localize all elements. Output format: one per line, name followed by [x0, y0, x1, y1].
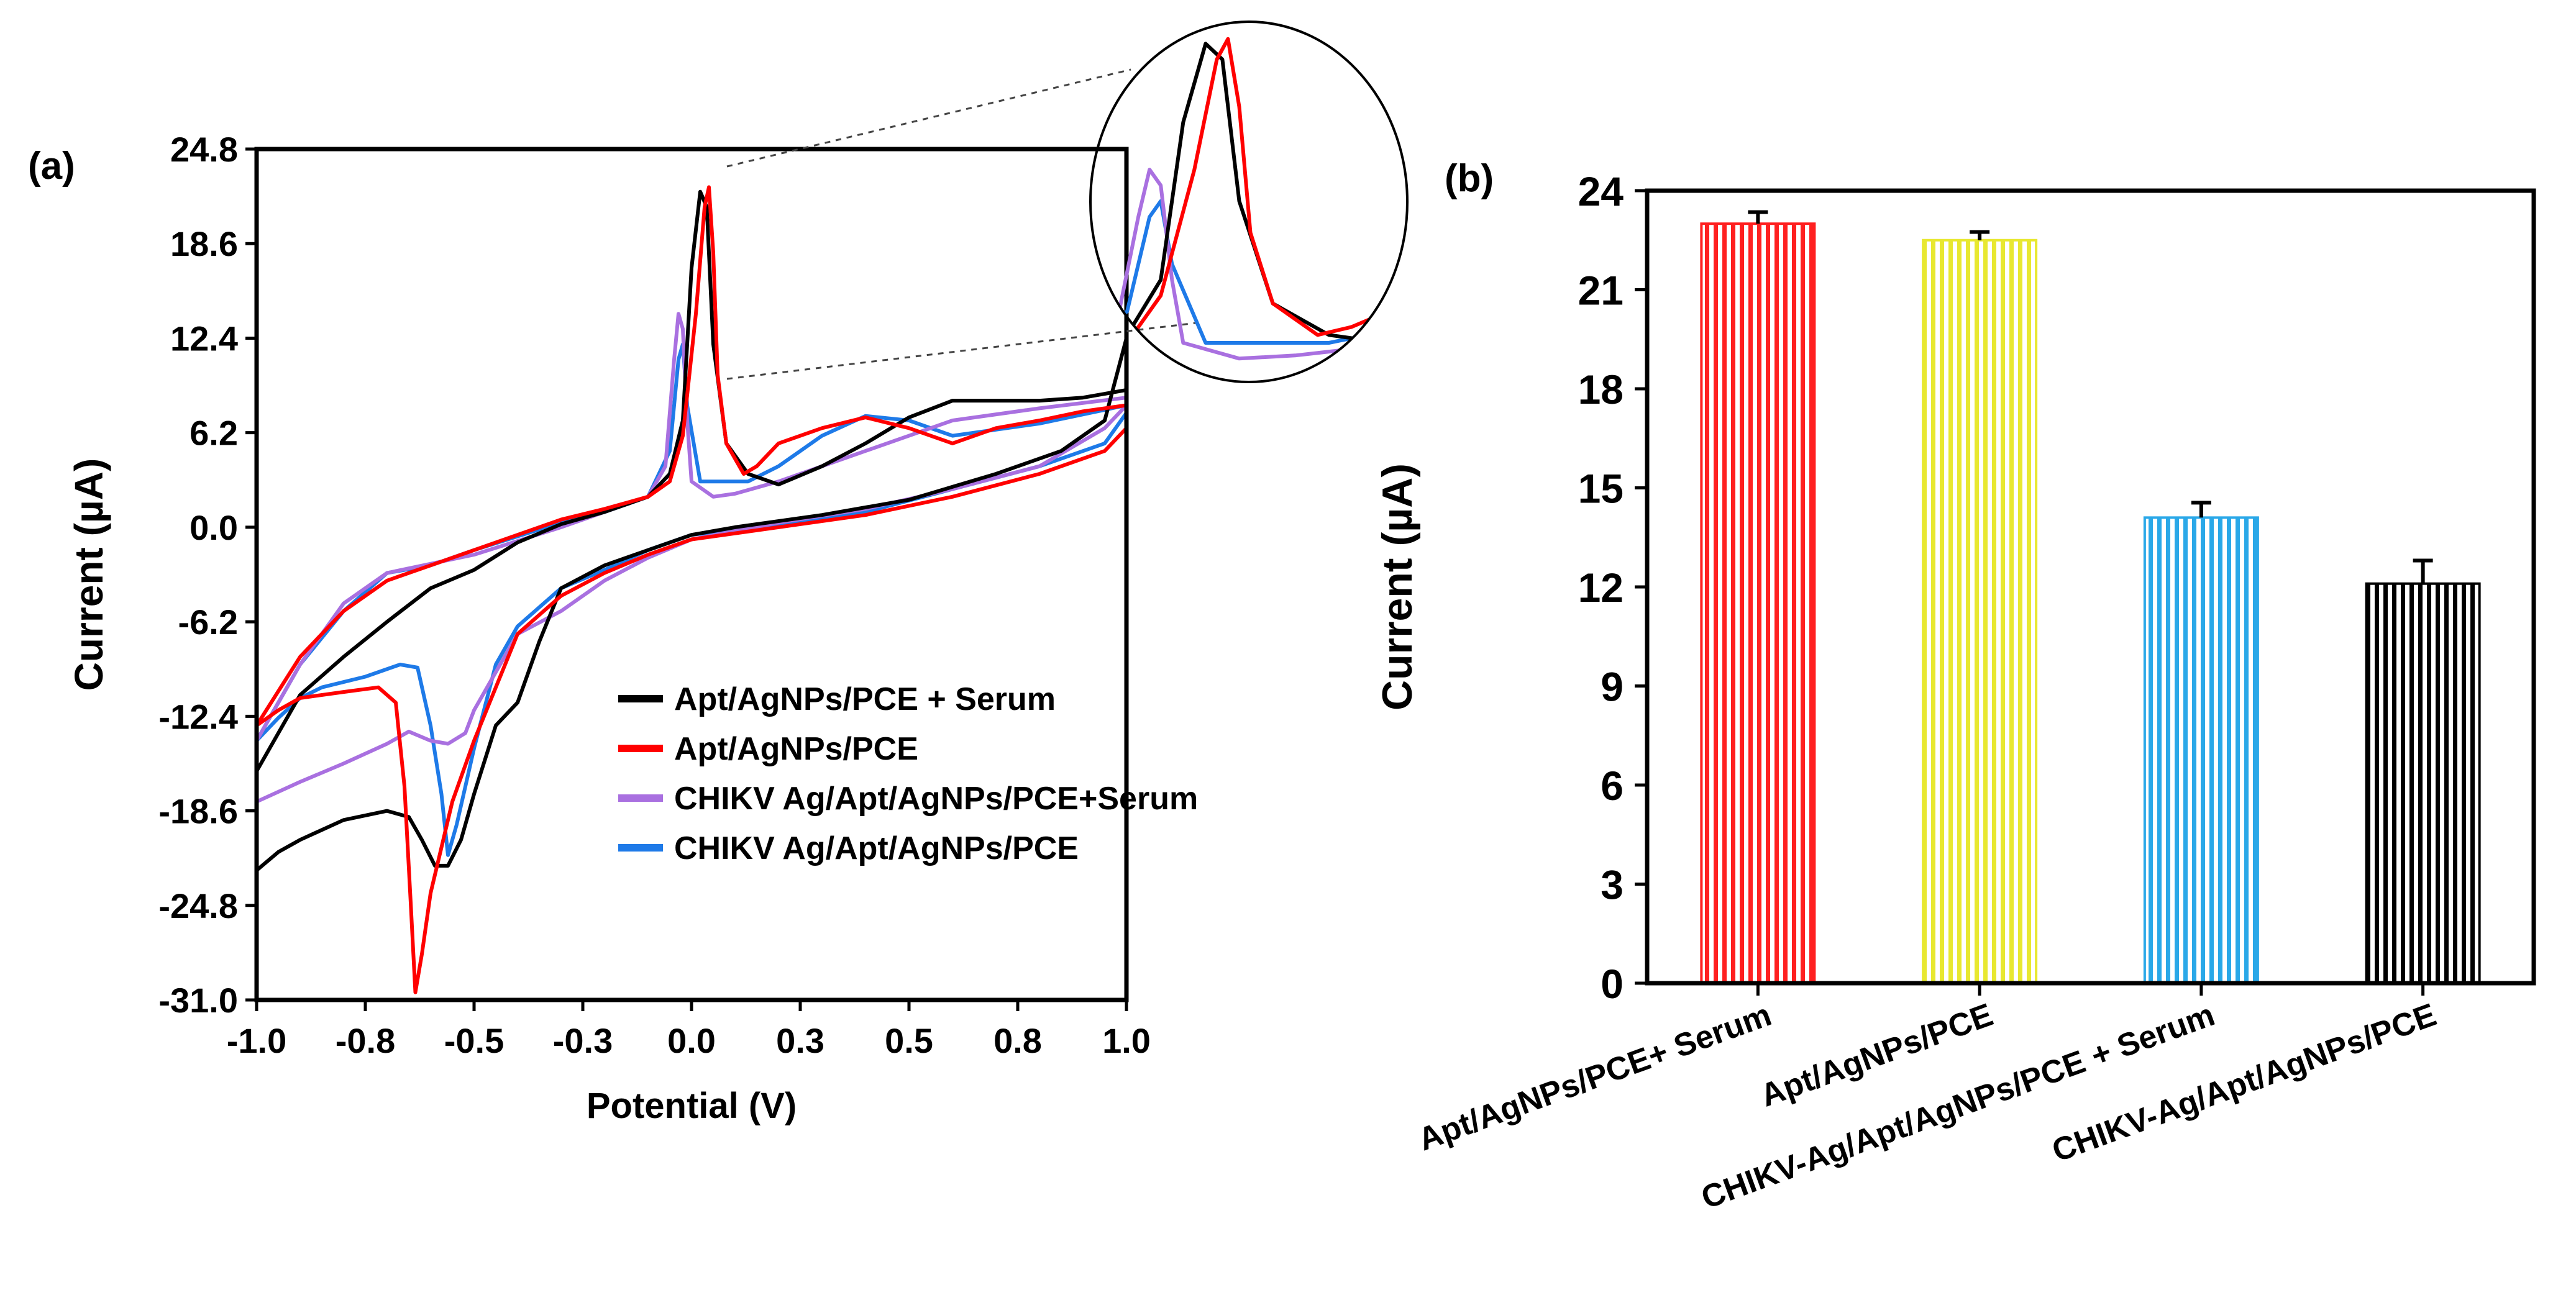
panel-a-xtick-label: 1.0	[1102, 1021, 1151, 1060]
panel-a-xtick-label: 0.0	[667, 1021, 716, 1060]
bar-1	[1922, 238, 2038, 984]
panel-a-ytick-label: -18.6	[158, 792, 238, 831]
inset-circle	[1089, 20, 1409, 383]
bar-3	[2365, 582, 2481, 984]
panel-b-ytick-label: 15	[1578, 466, 1624, 512]
panel-a-xtick-label: -0.3	[553, 1021, 613, 1060]
cv-curve-2	[255, 312, 1128, 804]
panel-a-ytick-label: 18.6	[170, 224, 238, 263]
panel-b-ytick-label: 21	[1578, 268, 1624, 314]
panel-a-xtick-label: -0.5	[444, 1021, 505, 1060]
panel-a-ytick-label: -6.2	[178, 602, 239, 642]
panel-a-ytick-label: 24.8	[170, 130, 238, 169]
panel-a-ytick-label: -31.0	[158, 981, 238, 1020]
panel-a-ytick-label: -12.4	[158, 697, 238, 736]
panel-b-label: (b)	[1445, 157, 1494, 200]
inset-curve-2	[1090, 168, 1407, 382]
panel-a-ylabel: Current (µA)	[66, 458, 111, 691]
panel-a-ytick-label: -24.8	[158, 886, 238, 925]
panel-b-ytick-label: 12	[1578, 565, 1624, 611]
panel-a-ytick-label: 6.2	[190, 414, 238, 453]
panel-a-xlabel: Potential (V)	[587, 1086, 797, 1126]
bar-label-0: Apt/AgNPs/PCE+ Serum	[1414, 997, 1776, 1158]
legend-label-1: Apt/AgNPs/PCE	[674, 731, 918, 767]
inset-curve-0	[1090, 42, 1407, 382]
panel-a-inset	[726, 20, 1409, 383]
panel-a-xtick-label: 0.5	[885, 1021, 933, 1060]
cv-curve-0	[255, 189, 1128, 872]
panel-a-xtick-label: -1.0	[227, 1021, 287, 1060]
panel-b-ytick-label: 18	[1578, 366, 1624, 412]
legend-label-0: Apt/AgNPs/PCE + Serum	[674, 681, 1056, 717]
panel-a-ytick-label: 0.0	[190, 508, 238, 547]
inset-curve-1	[1090, 37, 1407, 382]
bar-label-3: CHIKV-Ag/Apt/AgNPs/PCE	[2047, 997, 2441, 1170]
panel-b-frame	[1645, 188, 2536, 986]
panel-a-xtick-label: -0.8	[336, 1021, 396, 1060]
legend-label-3: CHIKV Ag/Apt/AgNPs/PCE	[674, 830, 1079, 866]
panel-b-ytick-label: 24	[1578, 168, 1624, 214]
panel-a-label: (a)	[28, 145, 75, 188]
cv-curve-1	[255, 185, 1128, 994]
inset-connector-top	[726, 68, 1131, 168]
panel-b-ytick-label: 9	[1601, 664, 1624, 710]
legend-label-2: CHIKV Ag/Apt/AgNPs/PCE+Serum	[674, 781, 1198, 817]
cv-curve-3	[255, 342, 1128, 857]
bar-0	[1700, 222, 1816, 985]
panel-a-ytick-label: 12.4	[170, 319, 238, 358]
panel-a-frame	[254, 147, 1129, 1002]
panel-b-ytick-label: 6	[1601, 763, 1624, 809]
panel-a-legend: Apt/AgNPs/PCE + Serum Apt/AgNPs/PCE CHIKV …	[618, 681, 1198, 866]
inset-connector-bottom	[726, 322, 1197, 380]
panel-b-ytick-label: 0	[1601, 961, 1624, 1007]
panel-a-xtick-label: 0.8	[993, 1021, 1042, 1060]
panel-a-xtick-label: 0.3	[776, 1021, 824, 1060]
panel-b-ylabel: Current (µA)	[1374, 463, 1421, 711]
panel-a-cv-plot: -1.0 -0.8 -0.5 -0.3 0.0 0.3 0.5 0.8 1.0 24.8 18.6…	[66, 20, 1409, 1126]
bar-2	[2143, 516, 2259, 984]
panel-b-ytick-label: 3	[1601, 862, 1624, 908]
